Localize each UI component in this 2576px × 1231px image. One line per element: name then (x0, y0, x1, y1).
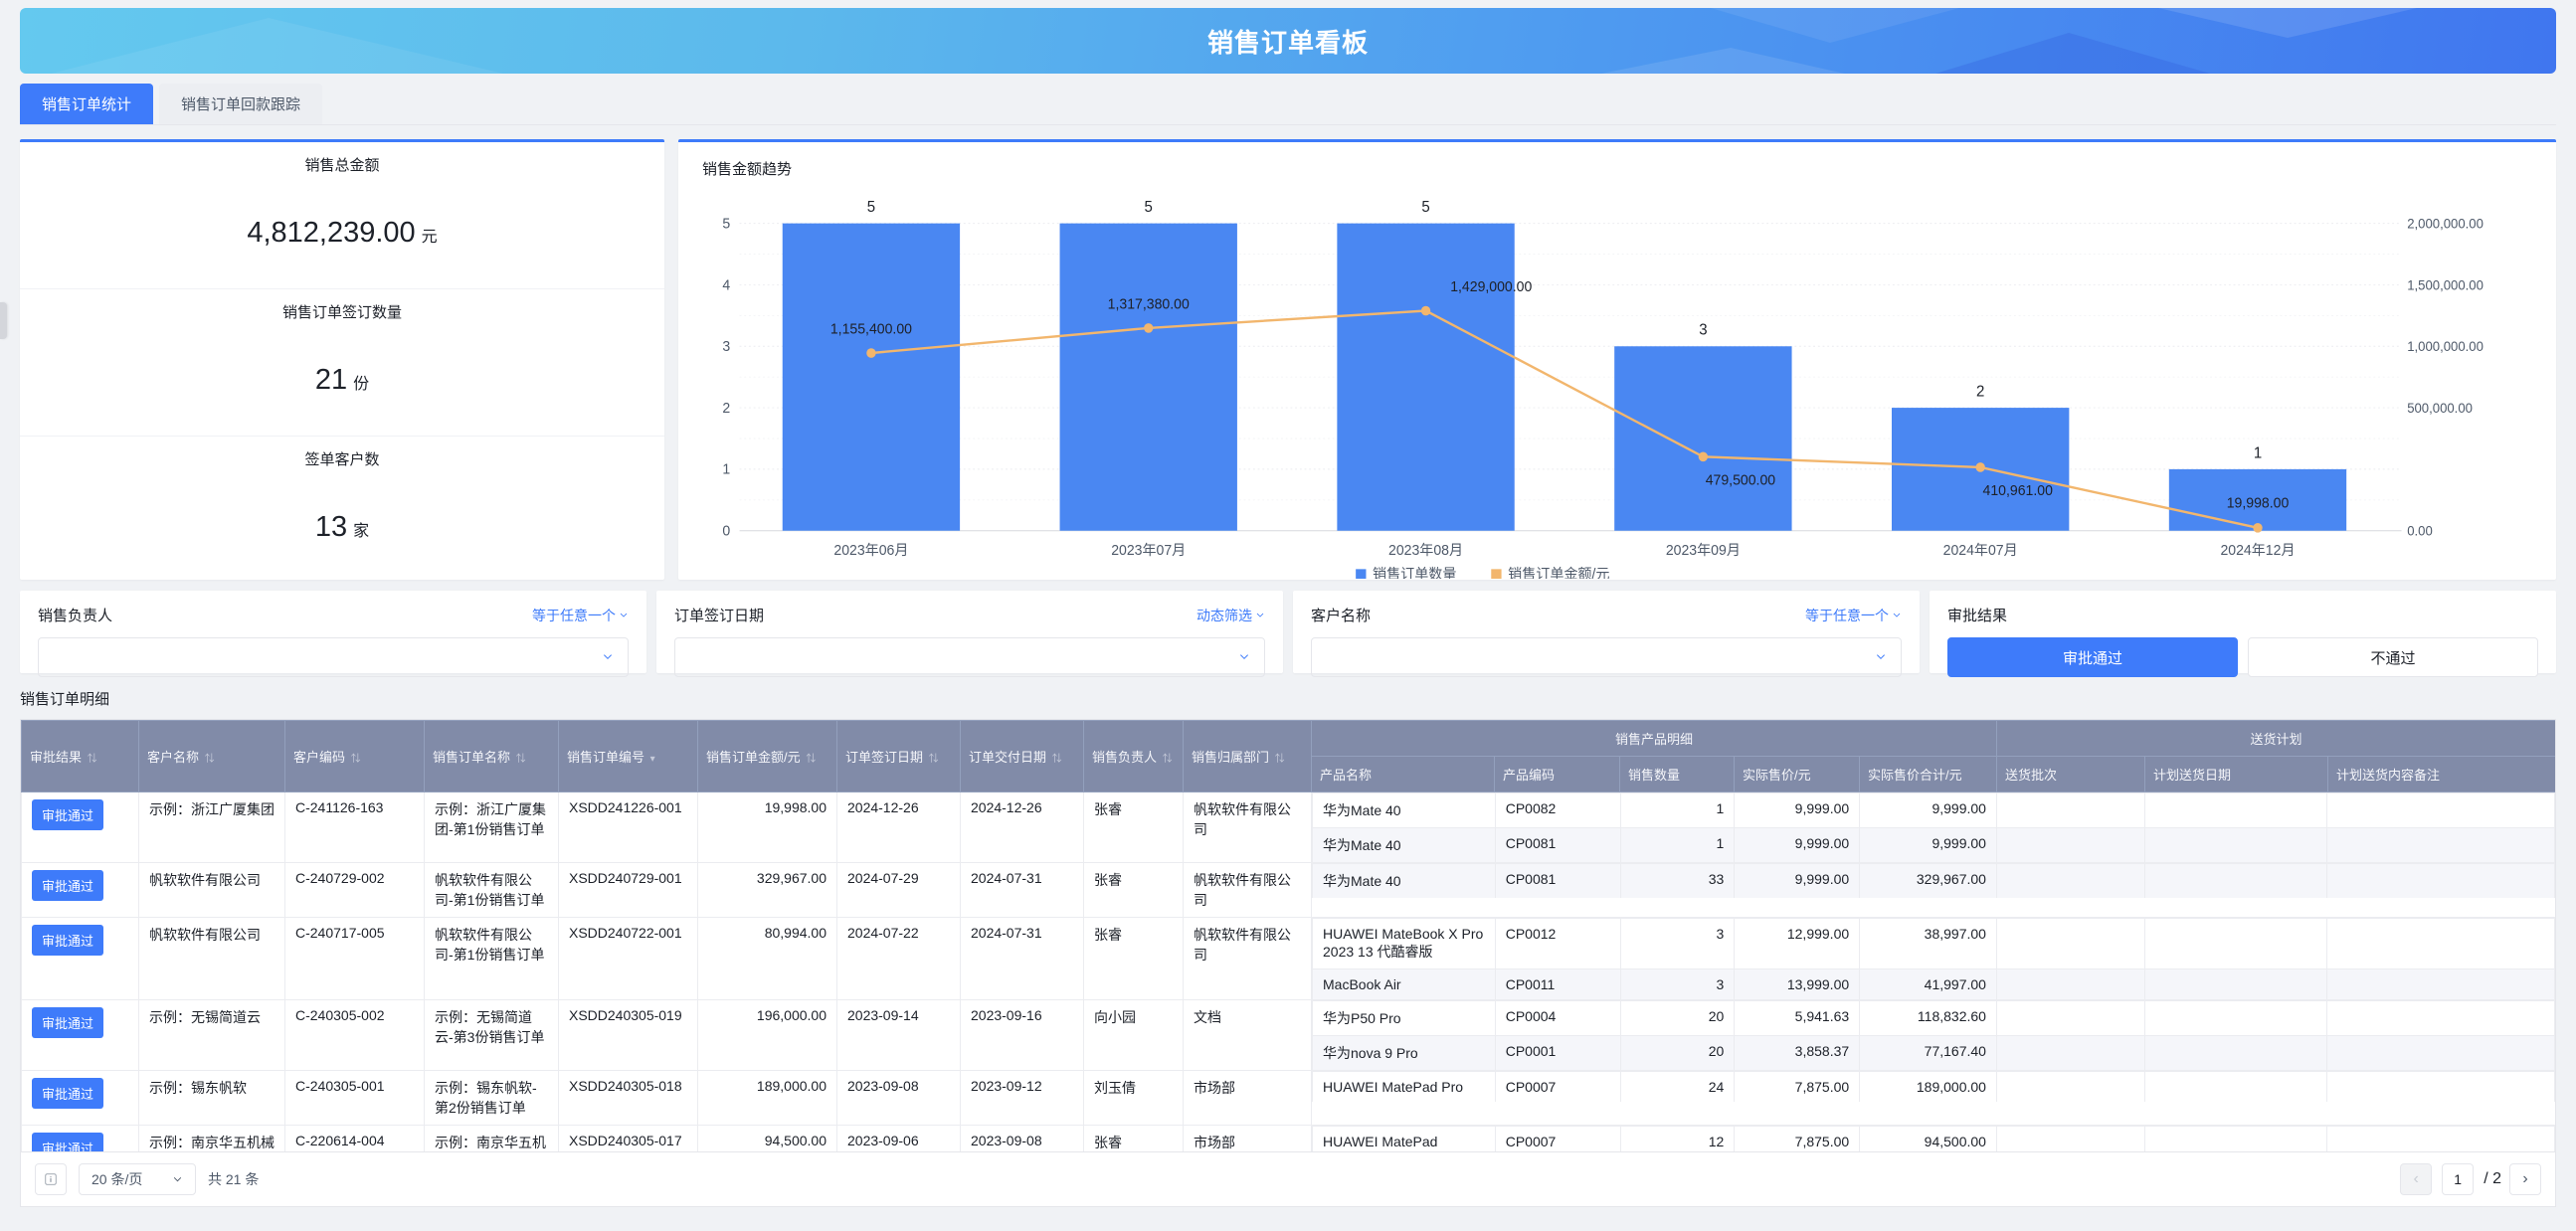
svg-text:3: 3 (1699, 321, 1707, 338)
svg-text:2024年07月: 2024年07月 (1943, 542, 2018, 559)
svg-text:5: 5 (867, 199, 875, 216)
svg-text:2023年08月: 2023年08月 (1388, 542, 1463, 559)
svg-text:500,000.00: 500,000.00 (2407, 401, 2473, 416)
svg-text:1,429,000.00: 1,429,000.00 (1450, 279, 1532, 295)
svg-text:2: 2 (722, 401, 730, 417)
svg-text:销售订单数量: 销售订单数量 (1373, 566, 1456, 579)
svg-text:1,000,000.00: 1,000,000.00 (2407, 339, 2484, 354)
svg-text:销售订单金额/元: 销售订单金额/元 (1508, 566, 1609, 579)
svg-text:410,961.00: 410,961.00 (1983, 483, 2053, 499)
svg-text:1: 1 (2254, 444, 2262, 461)
svg-text:0: 0 (722, 523, 730, 539)
svg-text:2,000,000.00: 2,000,000.00 (2407, 216, 2484, 231)
svg-text:1,155,400.00: 1,155,400.00 (830, 322, 912, 338)
svg-text:1,500,000.00: 1,500,000.00 (2407, 277, 2484, 292)
svg-text:1: 1 (722, 462, 730, 478)
svg-text:2023年09月: 2023年09月 (1666, 542, 1741, 559)
svg-text:479,500.00: 479,500.00 (1706, 472, 1775, 488)
svg-text:2: 2 (1976, 383, 1984, 400)
svg-text:5: 5 (722, 216, 730, 232)
svg-text:2023年06月: 2023年06月 (833, 542, 908, 559)
svg-text:2024年12月: 2024年12月 (2220, 542, 2295, 559)
svg-text:2023年07月: 2023年07月 (1111, 542, 1186, 559)
svg-text:5: 5 (1421, 199, 1429, 216)
svg-text:4: 4 (722, 277, 730, 293)
svg-text:5: 5 (1145, 199, 1153, 216)
svg-text:0.00: 0.00 (2407, 523, 2433, 538)
svg-text:1,317,380.00: 1,317,380.00 (1108, 296, 1190, 312)
svg-text:19,998.00: 19,998.00 (2227, 495, 2290, 511)
svg-text:3: 3 (722, 339, 730, 355)
